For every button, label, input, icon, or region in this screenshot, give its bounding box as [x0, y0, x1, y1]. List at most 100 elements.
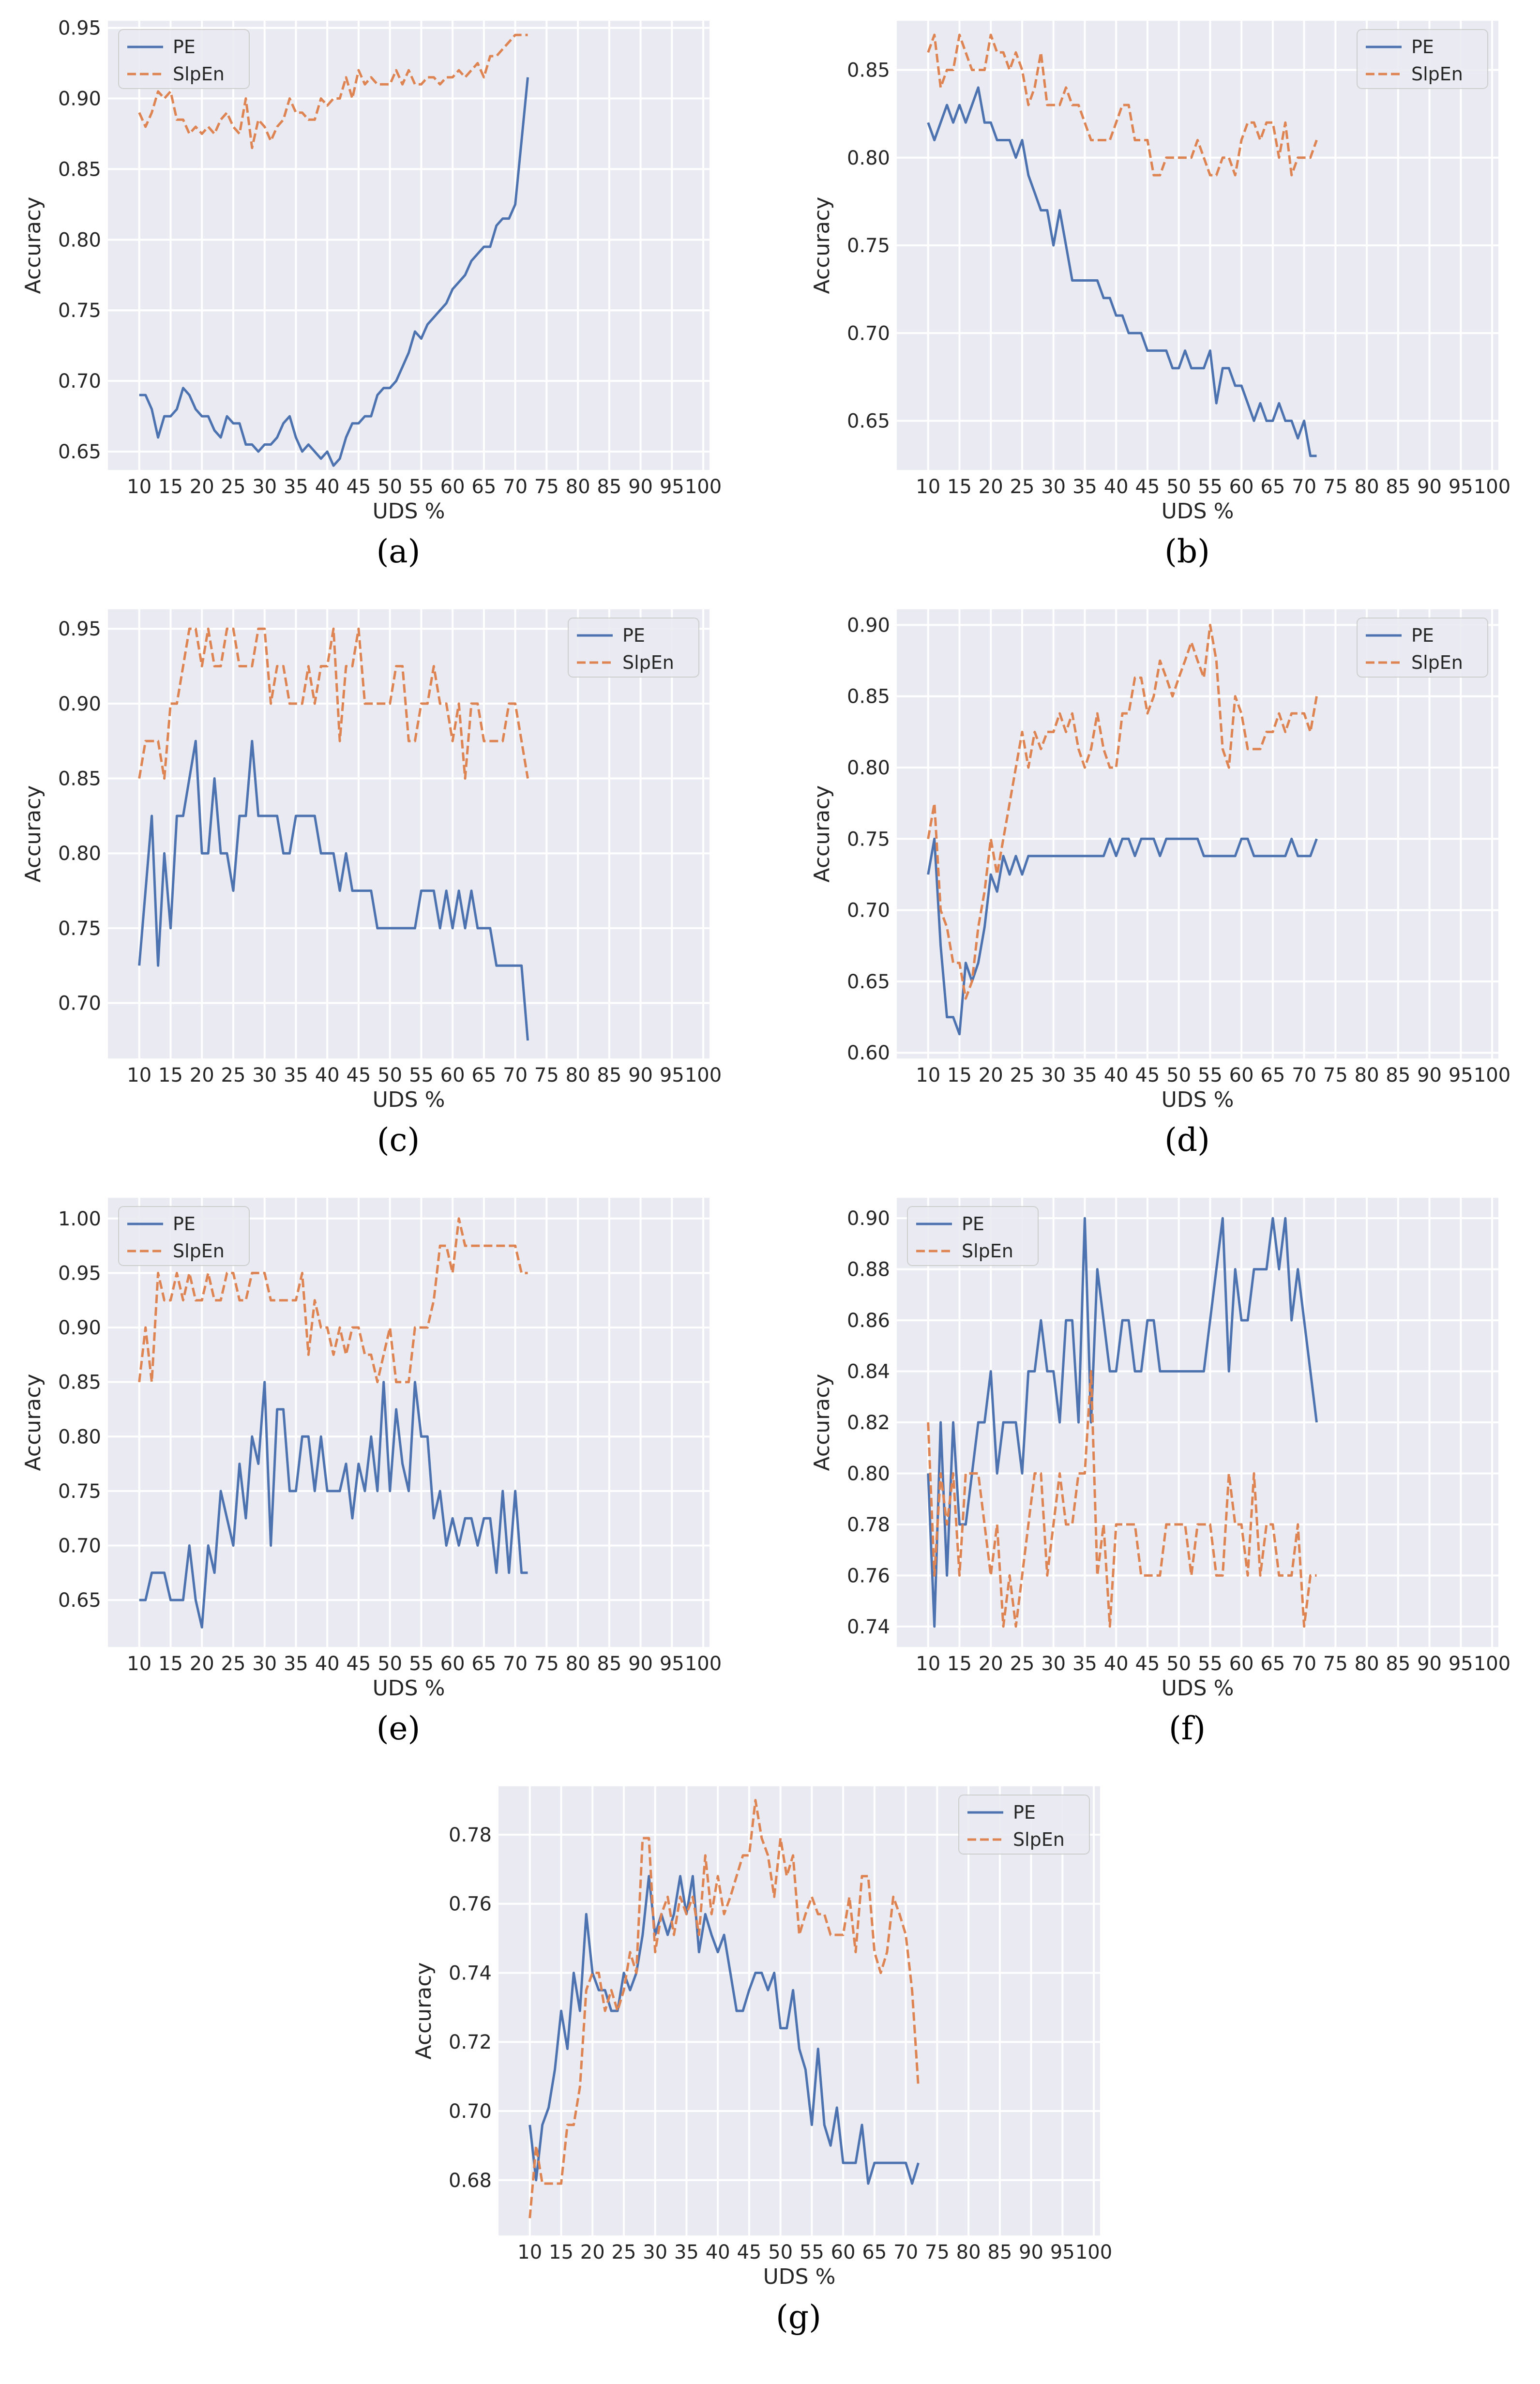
x-tick-label: 90 [628, 1064, 653, 1086]
y-tick-label: 0.95 [58, 1262, 101, 1284]
series-line-slpen [138, 627, 529, 780]
y-tick-label: 0.86 [847, 1310, 890, 1332]
y-tick-label: 0.65 [847, 971, 890, 993]
y-tick-label: 0.75 [58, 918, 101, 940]
y-tick-label: 0.84 [847, 1361, 890, 1383]
legend-box [118, 29, 250, 89]
legend-label: PE [1013, 1802, 1036, 1823]
legend-label: PE [173, 36, 196, 58]
x-tick-label: 60 [831, 2241, 856, 2263]
x-tick-label: 80 [1355, 1064, 1379, 1086]
y-tick-label: 0.70 [58, 370, 101, 392]
series-line-pe [138, 739, 529, 1041]
y-tick-label: 0.65 [847, 410, 890, 433]
x-tick-label: 15 [549, 2241, 574, 2263]
legend: PE SlpEn [118, 29, 250, 89]
x-tick-label: 55 [409, 1653, 434, 1675]
x-tick-label: 75 [534, 1064, 559, 1086]
x-tick-label: 20 [979, 1064, 1003, 1086]
y-tick-label: 0.78 [847, 1514, 890, 1536]
x-tick-label: 90 [1417, 1653, 1442, 1675]
x-tick-label: 95 [660, 476, 684, 498]
x-tick-label: 75 [1323, 476, 1348, 498]
x-tick-label: 95 [660, 1653, 684, 1675]
x-tick-label: 100 [685, 476, 722, 498]
x-tick-label: 15 [947, 1653, 972, 1675]
y-tick-label: 0.75 [58, 1480, 101, 1503]
panel-label: (b) [1164, 533, 1210, 570]
x-tick-label: 10 [127, 1653, 151, 1675]
x-tick-label: 50 [377, 476, 402, 498]
series-line-pe [528, 1875, 920, 2185]
series-line-pe [927, 86, 1317, 457]
y-tick-label: 0.70 [847, 900, 890, 922]
panel-label: (g) [776, 2298, 821, 2336]
x-tick-label: 75 [1323, 1653, 1348, 1675]
y-tick-label: 0.75 [847, 235, 890, 257]
x-tick-label: 65 [471, 1653, 496, 1675]
x-tick-label: 70 [503, 1064, 528, 1086]
x-tick-label: 15 [158, 1653, 183, 1675]
series-line-slpen [528, 1799, 920, 2218]
y-tick-label: 0.82 [847, 1412, 890, 1434]
x-tick-label: 50 [1166, 1653, 1191, 1675]
panel-label: (e) [377, 1710, 421, 1747]
x-tick-label: 60 [440, 1064, 465, 1086]
x-tick-label: 25 [221, 476, 246, 498]
y-tick-label: 0.95 [58, 618, 101, 640]
legend-label: PE [962, 1213, 984, 1235]
x-tick-label: 70 [1292, 1653, 1316, 1675]
x-tick-label: 80 [956, 2241, 981, 2263]
y-tick-label: 0.75 [847, 828, 890, 850]
x-tick-label: 45 [1135, 476, 1160, 498]
x-tick-label: 50 [377, 1064, 402, 1086]
y-axis-label: Accuracy [21, 785, 45, 883]
y-tick-label: 0.70 [449, 2100, 492, 2123]
panel-d: 10 15 20 25 30 35 40 45 50 55 60 65 70 75 80 85 90 95 100 0… [810, 609, 1510, 1159]
legend-box [907, 1206, 1039, 1266]
x-tick-label: 95 [1050, 2241, 1075, 2263]
y-tick-label: 0.78 [449, 1824, 492, 1846]
x-tick-label: 30 [643, 2241, 667, 2263]
x-tick-label: 85 [597, 1064, 621, 1086]
x-tick-label: 65 [1260, 1064, 1285, 1086]
series-line-pe [927, 1217, 1318, 1628]
y-tick-label: 0.80 [58, 843, 101, 865]
y-tick-label: 0.76 [449, 1893, 492, 1916]
x-tick-label: 65 [1260, 1653, 1285, 1675]
legend-label: SlpEn [622, 652, 674, 673]
series-line-slpen [138, 1217, 528, 1384]
y-tick-label: 0.74 [449, 1962, 492, 1984]
y-tick-label: 0.80 [847, 147, 890, 169]
legend: PE SlpEn [1357, 618, 1488, 678]
x-tick-label: 15 [158, 1064, 183, 1086]
x-tick-label: 65 [1260, 476, 1285, 498]
x-axis-label: UDS % [1162, 499, 1234, 524]
x-tick-label: 25 [612, 2241, 636, 2263]
x-axis-label: UDS % [373, 1087, 445, 1112]
x-tick-label: 85 [1386, 1653, 1410, 1675]
y-tick-label: 1.00 [58, 1208, 101, 1230]
x-tick-label: 50 [377, 1653, 402, 1675]
x-tick-label: 45 [346, 1064, 371, 1086]
x-tick-label: 75 [534, 1653, 559, 1675]
panel-a: 10 15 20 25 30 35 40 45 50 55 60 65 70 75 80 85 90 95 100 0… [21, 17, 722, 570]
legend: PE SlpEn [1357, 29, 1488, 89]
x-tick-label: 95 [1449, 476, 1473, 498]
x-tick-label: 95 [1449, 1064, 1473, 1086]
y-tick-label: 0.90 [58, 88, 101, 110]
panel-label: (a) [377, 533, 421, 570]
x-tick-label: 45 [346, 1653, 371, 1675]
x-tick-label: 20 [190, 1653, 214, 1675]
legend-label: SlpEn [962, 1240, 1013, 1262]
x-tick-label: 75 [925, 2241, 950, 2263]
y-tick-label: 0.80 [58, 229, 101, 251]
series-line-slpen [138, 33, 528, 150]
series-line-pe [139, 1381, 528, 1629]
y-tick-label: 0.95 [58, 17, 101, 40]
panel-f: 10 15 20 25 30 35 40 45 50 55 60 65 70 75 80 85 90 95 100 0… [810, 1198, 1510, 1747]
legend: PE SlpEn [907, 1206, 1039, 1266]
x-tick-label: 60 [440, 1653, 465, 1675]
x-tick-label: 85 [597, 476, 621, 498]
x-tick-label: 55 [1198, 1653, 1223, 1675]
